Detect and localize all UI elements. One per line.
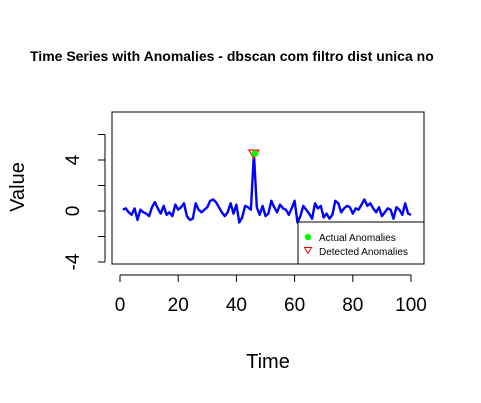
x-tick-label: 40 (226, 295, 247, 316)
axes: 0 20 40 60 80 100 -4 0 4 (63, 134, 427, 316)
y-tick-label: 0 (63, 206, 84, 217)
plot-frame (111, 111, 425, 265)
y-tick-label: 4 (63, 154, 84, 165)
x-tick-label: 60 (284, 295, 305, 316)
legend-box (297, 221, 425, 265)
x-axis-label: Time (246, 351, 290, 373)
legend-detected-anomalies-label: Detected Anomalies (319, 247, 408, 258)
y-tick-label: -4 (63, 253, 84, 270)
x-tick-label: 20 (168, 295, 189, 316)
series-line (122, 152, 412, 224)
x-tick-label: 80 (342, 295, 363, 316)
legend-actual-anomaly-marker (304, 233, 312, 241)
y-axis-label: Value (7, 162, 29, 212)
chart-title: Time Series with Anomalies - dbscan com … (30, 48, 434, 64)
legend-actual-anomalies-label: Actual Anomalies (319, 233, 396, 244)
actual-anomaly-marker (251, 150, 259, 158)
anomaly-layer (247, 149, 260, 160)
x-tick-label: 100 (395, 295, 427, 316)
legend: Actual Anomalies Detected Anomalies (297, 221, 425, 265)
x-tick-label: 0 (115, 295, 126, 316)
series-layer (122, 152, 412, 224)
legend-detected-anomaly-marker (303, 247, 313, 255)
